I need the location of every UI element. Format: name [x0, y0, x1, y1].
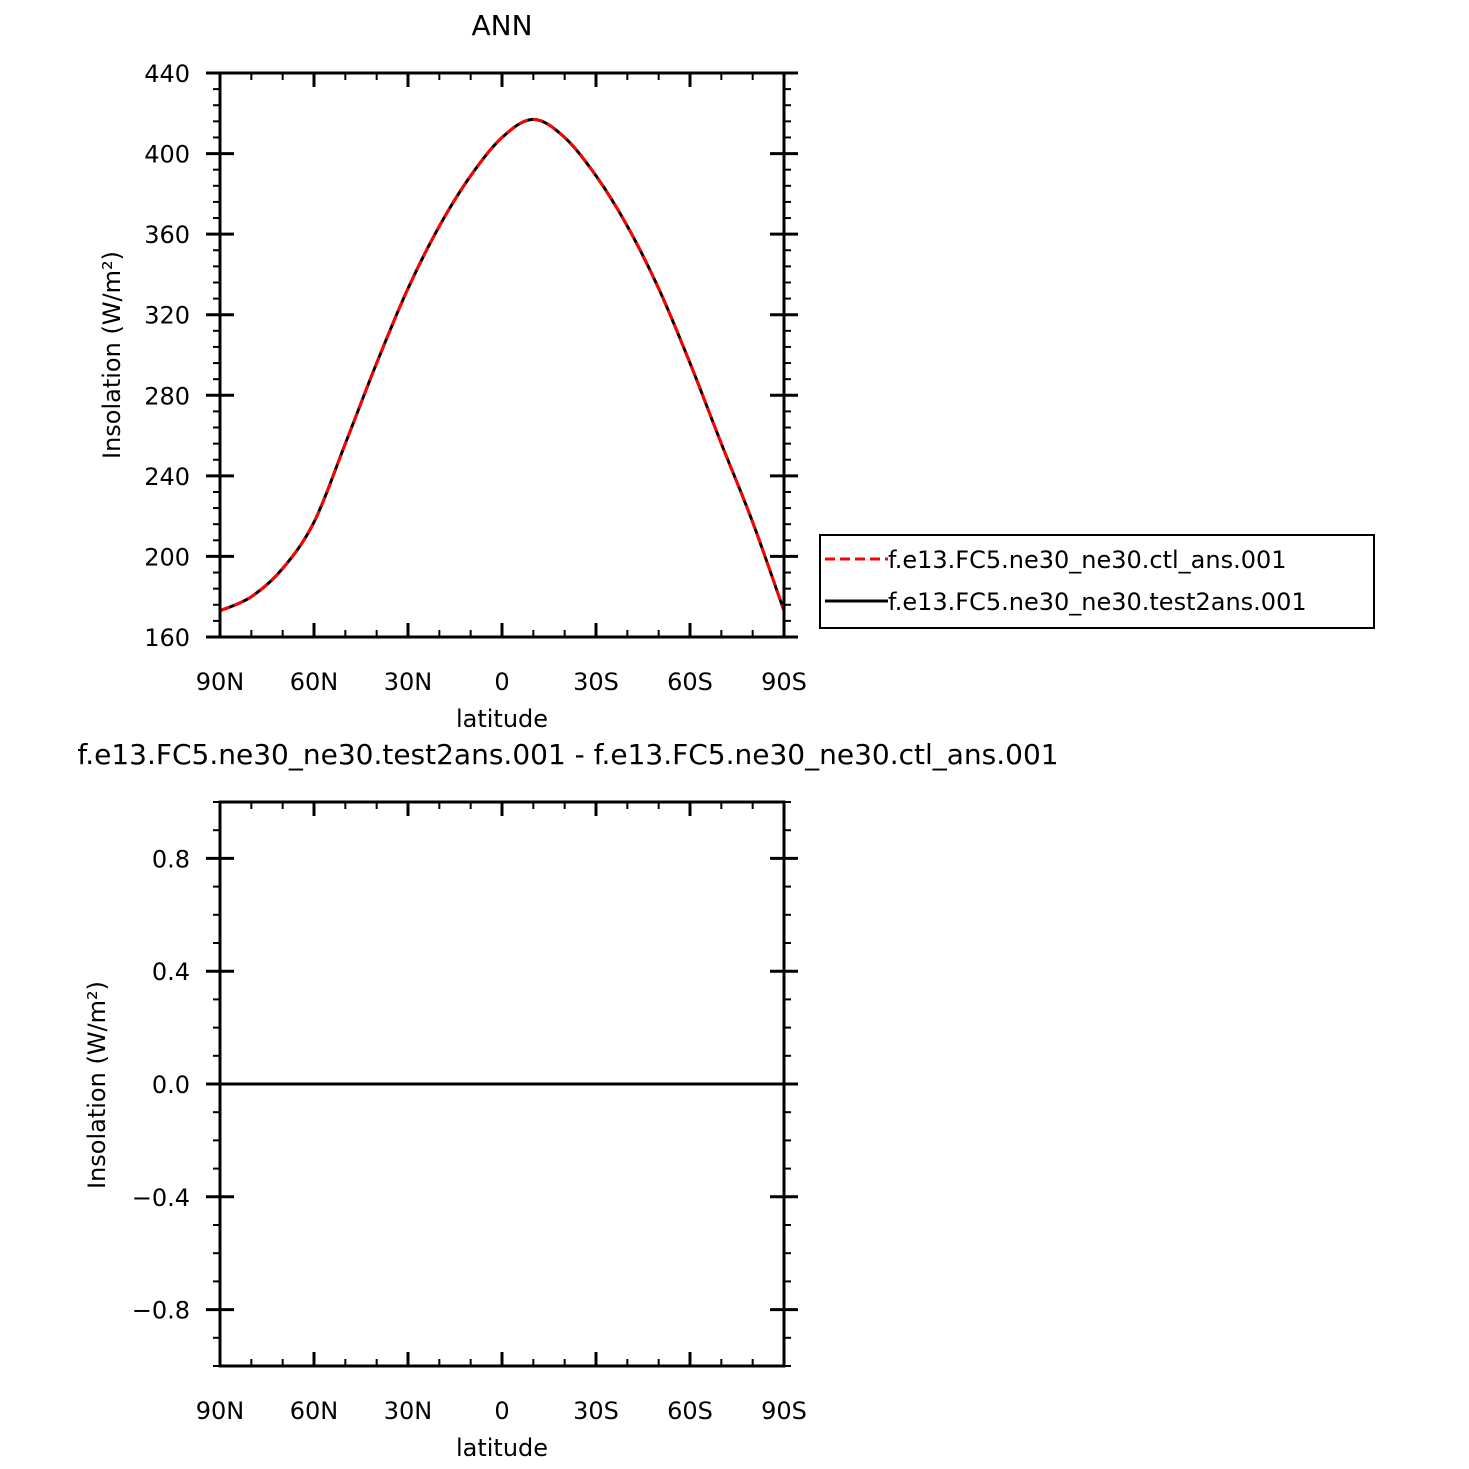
series-line — [219, 117, 786, 613]
y-tick-labels: 160 200 240 280 320 360 400 440 — [144, 60, 190, 652]
x-axis-label: latitude — [456, 1434, 548, 1462]
y-tick-label: 240 — [144, 463, 190, 491]
x-tick-labels: 90N 60N 30N 0 30S 60S 90S — [196, 1397, 807, 1425]
legend-label-test: f.e13.FC5.ne30_ne30.test2ans.001 — [888, 588, 1307, 616]
x-tick-label: 30S — [573, 1397, 619, 1425]
y-tick-label: 400 — [144, 141, 190, 169]
x-axis-label: latitude — [456, 705, 548, 733]
x-tick-label: 90S — [761, 668, 807, 696]
legend: f.e13.FC5.ne30_ne30.ctl_ans.001 f.e13.FC… — [819, 534, 1375, 629]
x-tick-label: 90N — [196, 668, 245, 696]
y-tick-labels: −0.8 −0.4 0.0 0.4 0.8 — [132, 845, 190, 1324]
y-axis-label: Insolation (W/m²) — [98, 251, 126, 459]
legend-box — [819, 534, 1375, 629]
x-tick-label: 60S — [667, 668, 713, 696]
x-tick-label: 30S — [573, 668, 619, 696]
plot-frame — [218, 800, 786, 1368]
x-tick-label: 90S — [761, 1397, 807, 1425]
y-tick-label: 0.8 — [152, 845, 190, 873]
x-tick-label: 30N — [384, 668, 433, 696]
y-axis-label: Insolation (W/m²) — [83, 981, 111, 1189]
y-tick-label: −0.4 — [132, 1184, 190, 1212]
x-tick-label: 60N — [290, 668, 339, 696]
plot-frame — [218, 71, 786, 639]
difference-plot: f.e13.FC5.ne30_ne30.test2ans.001 - f.e13… — [77, 738, 1058, 1462]
x-tick-label: 60N — [290, 1397, 339, 1425]
x-tick-label: 60S — [667, 1397, 713, 1425]
x-tick-label: 90N — [196, 1397, 245, 1425]
x-tick-labels: 90N 60N 30N 0 30S 60S 90S — [196, 668, 807, 696]
y-tick-label: 160 — [144, 624, 190, 652]
series-line — [219, 117, 786, 613]
y-tick-label: 440 — [144, 60, 190, 88]
y-tick-label: 200 — [144, 543, 190, 571]
y-tick-label: 0.4 — [152, 958, 190, 986]
series-group — [219, 117, 786, 613]
y-tick-label: 360 — [144, 221, 190, 249]
x-tick-label: 0 — [494, 1397, 509, 1425]
y-tick-label: 280 — [144, 382, 190, 410]
y-tick-label: 320 — [144, 302, 190, 330]
y-tick-label: −0.8 — [132, 1297, 190, 1325]
insolation-plot: ANN 160 200 240 280 320 360 400 440 90N 60N 30N 0 3… — [98, 9, 807, 733]
x-tick-label: 30N — [384, 1397, 433, 1425]
difference-title: f.e13.FC5.ne30_ne30.test2ans.001 - f.e13… — [77, 738, 1058, 771]
chart-title: ANN — [471, 9, 532, 42]
legend-label-ctl: f.e13.FC5.ne30_ne30.ctl_ans.001 — [888, 546, 1287, 574]
y-tick-label: 0.0 — [152, 1071, 190, 1099]
x-tick-label: 0 — [494, 668, 509, 696]
